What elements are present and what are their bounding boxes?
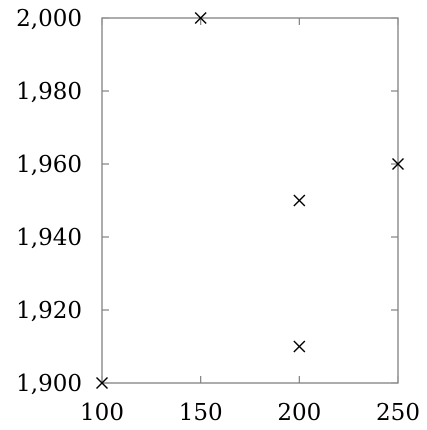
y-tick-label: 1,960 bbox=[16, 152, 82, 178]
y-tick-label: 1,940 bbox=[16, 225, 82, 251]
data-point-cross bbox=[194, 12, 207, 24]
y-tick-label: 1,920 bbox=[16, 298, 82, 324]
x-axis-tick-labels: 100 150 200 250 bbox=[80, 400, 420, 426]
data-point-cross bbox=[392, 158, 404, 170]
y-tick-label: 1,980 bbox=[16, 79, 82, 105]
x-tick-label: 250 bbox=[376, 400, 420, 426]
axis-ticks bbox=[101, 17, 399, 384]
x-tick-label: 100 bbox=[80, 400, 124, 426]
plot-frame bbox=[101, 17, 399, 384]
y-tick-label: 2,000 bbox=[16, 6, 82, 32]
data-point-cross bbox=[293, 340, 306, 353]
data-point-cross bbox=[96, 377, 108, 389]
data-point-cross bbox=[293, 194, 306, 207]
y-axis-tick-labels: 1,900 1,920 1,940 1,960 1,980 2,000 bbox=[16, 6, 82, 397]
x-tick-label: 150 bbox=[179, 400, 223, 426]
x-tick-label: 200 bbox=[277, 400, 321, 426]
y-tick-label: 1,900 bbox=[16, 371, 82, 397]
data-points bbox=[96, 12, 404, 389]
